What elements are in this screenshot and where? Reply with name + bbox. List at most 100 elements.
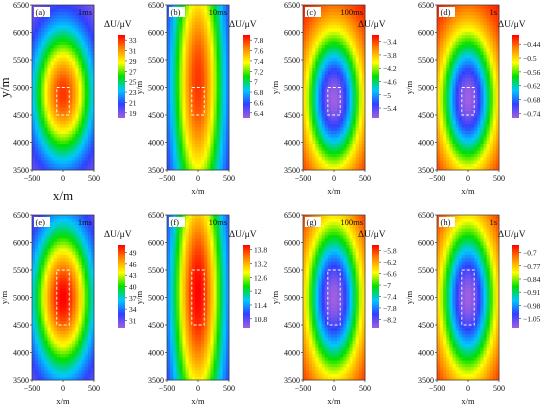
heatmap-cell	[449, 104, 453, 108]
heatmap-cell	[492, 166, 497, 171]
heatmap-cell	[480, 146, 484, 151]
heatmap-cell	[198, 133, 202, 138]
heatmap-cell	[446, 156, 450, 161]
heatmap-cell	[486, 11, 491, 16]
heatmap-cell	[449, 57, 453, 62]
heatmap-cell	[56, 317, 61, 321]
heatmap-cell	[495, 107, 500, 111]
heatmap-cell	[63, 264, 67, 269]
heatmap-cell	[185, 130, 190, 135]
heatmap-cell	[75, 133, 79, 138]
heatmap-cell	[464, 28, 469, 32]
heatmap-cell	[47, 18, 51, 22]
heatmap-cell	[437, 104, 441, 108]
heatmap-cell	[38, 376, 42, 381]
heatmap-cell	[343, 11, 347, 16]
heatmap-cell	[219, 120, 224, 125]
heatmap-cell	[179, 61, 183, 65]
heatmap-cell	[53, 21, 58, 26]
heatmap-cell	[44, 310, 48, 315]
heatmap-cell	[355, 163, 360, 168]
heatmap-cell	[66, 44, 70, 49]
heatmap-cell	[464, 44, 469, 49]
heatmap-cell	[47, 274, 51, 279]
heatmap-cell	[201, 150, 205, 154]
heatmap-cell	[90, 31, 95, 36]
heatmap-cell	[179, 84, 183, 88]
heatmap-cell	[324, 38, 329, 42]
heatmap-cell	[59, 140, 64, 144]
heatmap-cell	[167, 163, 171, 168]
heatmap-cell	[346, 110, 350, 115]
heatmap-cell	[191, 150, 196, 154]
heatmap-cell	[41, 327, 45, 331]
heatmap-cell	[464, 107, 469, 111]
heatmap-cell	[315, 110, 319, 115]
heatmap-cell	[225, 150, 230, 154]
heatmap-cell	[213, 90, 217, 95]
heatmap-cell	[437, 77, 441, 82]
heatmap-cell	[309, 104, 313, 108]
heatmap-cell	[306, 104, 310, 108]
heatmap-cell	[468, 18, 472, 22]
heatmap-cell	[452, 31, 456, 36]
heatmap-cell	[324, 133, 329, 138]
heatmap-cell	[443, 104, 447, 108]
heatmap-cell	[216, 51, 221, 55]
heatmap-cell	[343, 67, 347, 72]
heatmap-cell	[66, 323, 70, 328]
heatmap-cell	[303, 137, 307, 141]
heatmap-cell	[358, 117, 363, 121]
heatmap-cell	[327, 14, 332, 19]
heatmap-cell	[41, 87, 45, 92]
heatmap-cell	[35, 353, 39, 358]
heatmap-cell	[176, 61, 180, 65]
heatmap-cell	[222, 28, 227, 32]
heatmap-cell	[303, 130, 307, 135]
heatmap-cell	[213, 153, 217, 158]
heatmap-cell	[452, 156, 456, 161]
heatmap-cell	[75, 87, 79, 92]
heatmap-cell	[32, 337, 36, 341]
colorbar-tick-label: 21	[129, 98, 137, 107]
heatmap-cell	[303, 123, 307, 128]
heatmap-cell	[53, 281, 58, 285]
heatmap-cell	[35, 267, 39, 272]
heatmap-cell	[41, 373, 45, 378]
heatmap-cell	[84, 31, 89, 36]
heatmap-cell	[486, 104, 491, 108]
heatmap-cell	[59, 80, 64, 85]
heatmap-cell	[59, 117, 64, 121]
heatmap-cell	[452, 110, 456, 115]
heatmap-cell	[66, 24, 70, 29]
heatmap-cell	[75, 366, 79, 371]
heatmap-cell	[69, 166, 73, 171]
heatmap-cell	[458, 107, 463, 111]
heatmap-cell	[486, 137, 491, 141]
heatmap-cell	[188, 80, 193, 85]
heatmap-cell	[35, 248, 39, 252]
heatmap-cell	[207, 156, 211, 161]
heatmap-cell	[455, 156, 460, 161]
heatmap-cell	[216, 110, 221, 115]
heatmap-cell	[50, 323, 55, 328]
heatmap-cell	[452, 133, 456, 138]
heatmap-cell	[443, 94, 447, 98]
heatmap-cell	[443, 18, 447, 22]
heatmap-cell	[321, 11, 326, 16]
heatmap-cell	[87, 61, 92, 65]
heatmap-cell	[75, 130, 79, 135]
heatmap-cell	[483, 130, 487, 135]
heatmap-cell	[188, 104, 193, 108]
heatmap-cell	[468, 97, 472, 102]
heatmap-field	[32, 5, 95, 171]
heatmap-cell	[461, 31, 466, 36]
heatmap-cell	[303, 14, 307, 19]
heatmap-cell	[35, 47, 39, 52]
heatmap-cell	[468, 44, 472, 49]
heatmap-cell	[56, 44, 61, 49]
heatmap-cell	[38, 133, 42, 138]
heatmap-cell	[486, 123, 491, 128]
heatmap-cell	[72, 8, 76, 12]
heatmap-cell	[90, 153, 95, 158]
